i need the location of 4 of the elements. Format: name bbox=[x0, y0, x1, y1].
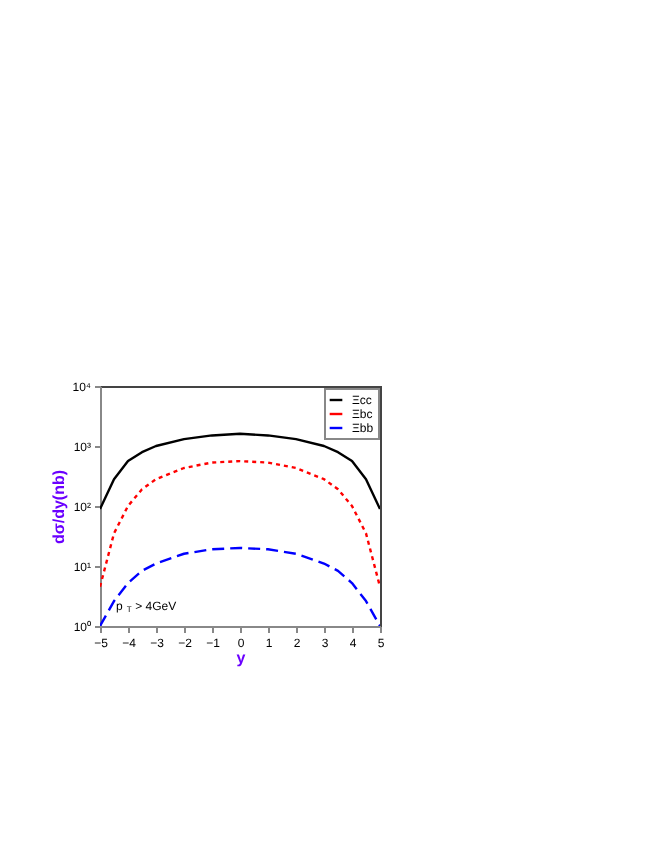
line-series bbox=[100, 432, 380, 511]
y-axis-title: dσ/dy(nb) bbox=[50, 469, 69, 545]
x-axis-title: y bbox=[236, 649, 247, 667]
line-series bbox=[100, 459, 380, 589]
